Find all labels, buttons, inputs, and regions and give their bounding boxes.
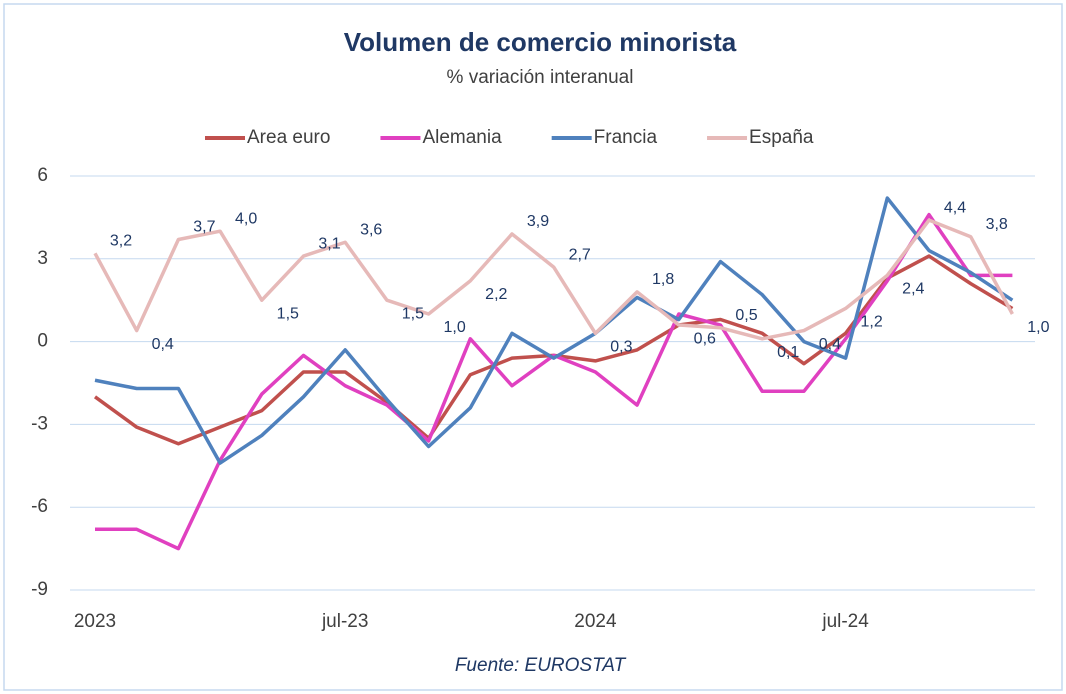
data-label: 1,0 [443,319,465,336]
y-tick-label: 3 [37,248,48,269]
y-tick-label: -9 [31,579,48,600]
y-tick-label: -3 [31,413,48,434]
data-label: 1,5 [277,305,299,322]
y-tick-label: -6 [31,496,48,517]
y-tick-label: 6 [37,165,48,186]
series-line [95,212,1013,551]
chart-title: Volumen de comercio minorista [344,27,737,57]
x-tick-label: 2023 [74,611,116,632]
data-label: 1,2 [860,314,882,331]
data-label: 3,7 [193,219,215,236]
x-tick-label: jul-23 [321,611,368,632]
data-label: 4,4 [944,199,966,216]
data-label: 0,1 [777,344,799,361]
data-label: 0,6 [694,330,716,347]
data-label: 3,8 [986,216,1008,233]
legend-label: Alemania [422,127,502,148]
data-label: 3,9 [527,213,549,230]
data-label: 0,5 [735,307,757,324]
data-label: 0,4 [819,336,841,353]
data-label: 2,7 [569,246,591,263]
legend-label: Francia [594,127,658,148]
series-line [94,196,1014,465]
data-label: 0,3 [610,339,632,356]
data-label: 2,2 [485,286,507,303]
x-tick-label: jul-24 [821,611,869,632]
data-label: 3,6 [360,221,382,238]
data-label: 1,0 [1027,319,1049,336]
source: Fuente: EUROSTAT [455,655,627,676]
data-label: 4,0 [235,210,257,227]
data-label: 3,1 [318,235,340,252]
x-tick-label: 2024 [574,611,617,632]
data-label: 0,4 [152,336,174,353]
data-label: 3,2 [110,232,132,249]
y-tick-label: 0 [37,331,48,352]
data-label: 1,5 [402,305,424,322]
series-line [93,218,1014,341]
data-label: 1,8 [652,271,674,288]
chart-subtitle: % variación interanual [447,67,634,88]
legend-label: Area euro [247,127,330,148]
data-label: 2,4 [902,281,924,298]
legend-label: España [749,127,814,148]
